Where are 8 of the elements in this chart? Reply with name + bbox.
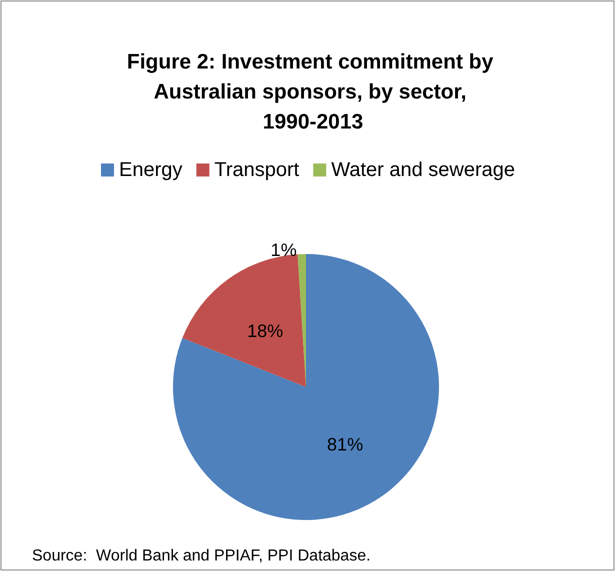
- data-label: 81%: [327, 434, 364, 454]
- data-label: 1%: [270, 240, 297, 260]
- data-label: 18%: [247, 320, 284, 341]
- legend-label: Water and sewerage: [331, 159, 516, 181]
- chart-title: Figure 2: Investment commitment by Australian sponsors, by sector, 1990-2013: [126, 50, 500, 134]
- source-note: Source: World Bank and PPIAF, PPI Database.: [32, 548, 371, 564]
- legend-label: Energy: [118, 159, 182, 181]
- legend-label: Transport: [214, 159, 300, 181]
